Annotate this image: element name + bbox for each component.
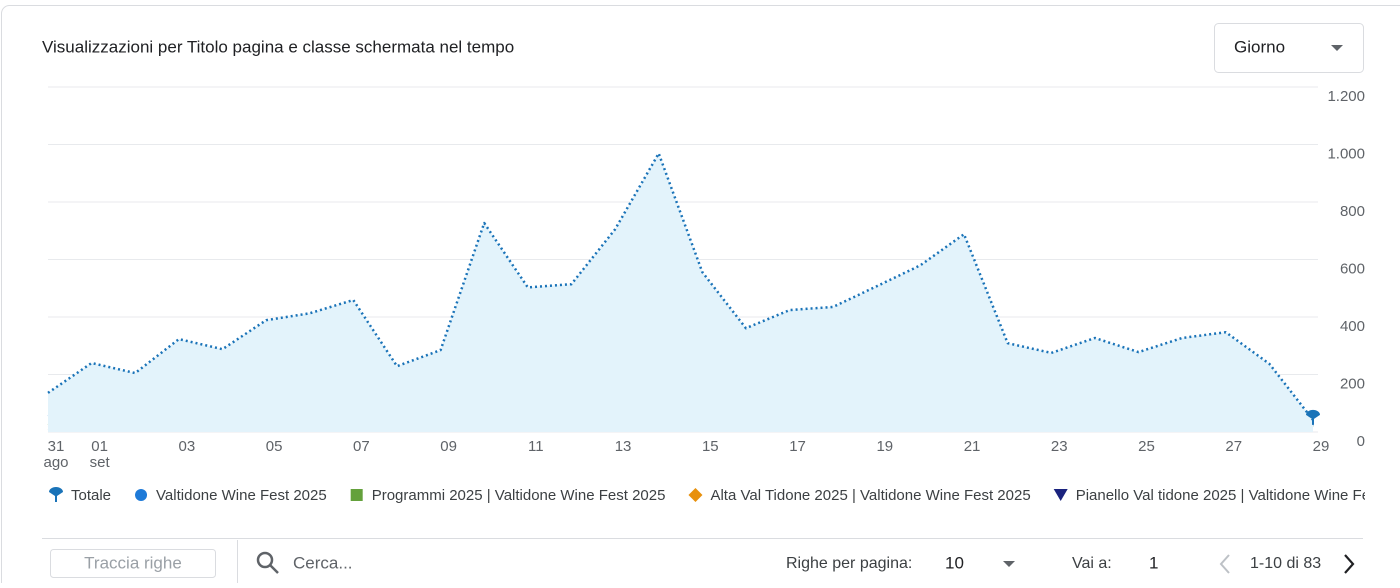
x-tick-label: 25 <box>1138 438 1155 455</box>
x-tick-label: 07 <box>353 438 370 455</box>
legend-label: Pianello Val tidone 2025 | Valtidone Win… <box>1076 487 1400 504</box>
y-tick-label: 1.200 <box>1327 88 1365 105</box>
x-tick-label: 29 <box>1313 438 1330 455</box>
y-tick-label: 0 <box>1357 433 1365 450</box>
legend-label: Totale <box>71 487 111 504</box>
goto-value[interactable]: 1 <box>1149 553 1158 572</box>
dropdown-label[interactable]: Giorno <box>1234 37 1285 56</box>
granularity-dropdown[interactable]: Giorno <box>1215 24 1364 73</box>
y-tick-label: 1.000 <box>1327 145 1365 162</box>
page-range: 1-10 di 83 <box>1250 555 1321 572</box>
y-tick-label: 800 <box>1340 203 1365 220</box>
x-tick-label: 21 <box>964 438 981 455</box>
x-tick-label: 09 <box>440 438 457 455</box>
x-tick-label: 13 <box>615 438 632 455</box>
y-tick-label: 600 <box>1340 260 1365 277</box>
search-placeholder[interactable]: Cerca... <box>293 553 353 572</box>
track-rows-button[interactable]: Traccia righe <box>51 550 216 578</box>
legend-marker <box>351 489 363 501</box>
x-tick-label: 17 <box>789 438 806 455</box>
legend-label: Alta Val Tidone 2025 | Valtidone Wine Fe… <box>710 487 1030 504</box>
goto-label: Vai a: <box>1072 555 1112 572</box>
x-tick-label: 15 <box>702 438 719 455</box>
x-tick-label: 19 <box>876 438 893 455</box>
legend-label: Programmi 2025 | Valtidone Wine Fest 202… <box>372 487 666 504</box>
legend-label: Valtidone Wine Fest 2025 <box>156 487 327 504</box>
x-tick-label: 27 <box>1225 438 1242 455</box>
y-tick-label: 200 <box>1340 375 1365 392</box>
x-tick-label: 11 <box>528 438 544 455</box>
legend: Totale Valtidone Wine Fest 2025 Programmi … <box>49 487 1400 504</box>
button-label[interactable]: Traccia righe <box>84 553 182 572</box>
x-tick-label: 03 <box>179 438 196 455</box>
rows-per-page-label: Righe per pagina: <box>786 555 912 572</box>
x-tick-label: 23 <box>1051 438 1068 455</box>
rows-per-page-value[interactable]: 10 <box>945 553 964 572</box>
chart-title: Visualizzazioni per Titolo pagina e clas… <box>42 37 514 56</box>
x-tick-label: 05 <box>266 438 283 455</box>
legend-marker <box>135 489 147 501</box>
y-tick-label: 400 <box>1340 318 1365 335</box>
